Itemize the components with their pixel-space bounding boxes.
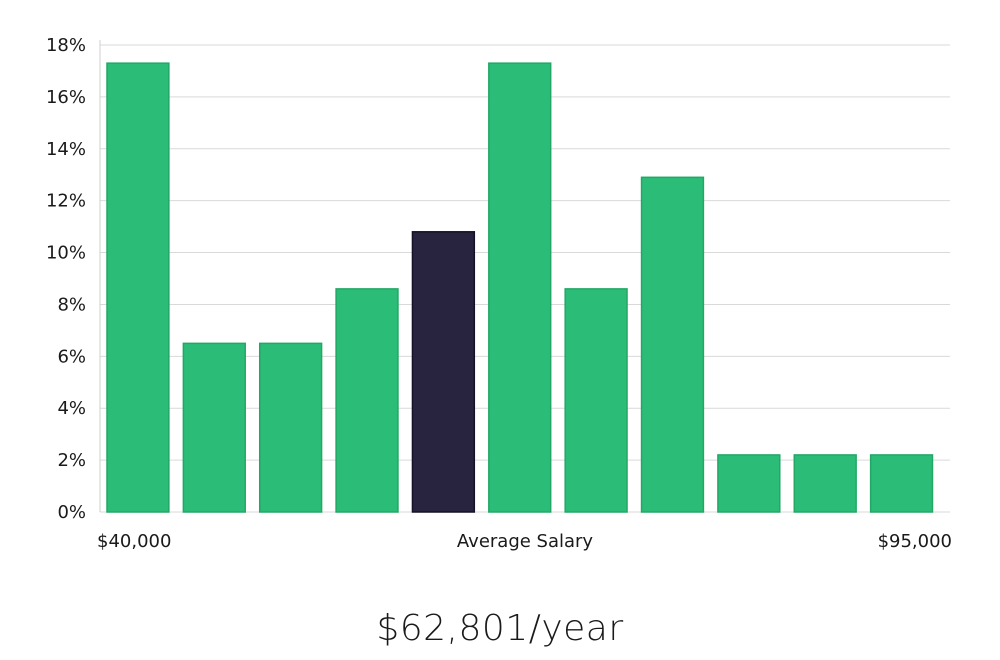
bar-average-salary bbox=[411, 231, 476, 513]
y-tick-label: 16% bbox=[46, 87, 86, 108]
y-axis-tick-labels: 0% 2% 4% 6% 8% 10% 12% 14% 16% 18% bbox=[46, 35, 86, 523]
x-axis-center-label: Average Salary bbox=[457, 531, 594, 552]
y-tick-label: 2% bbox=[57, 450, 86, 471]
bar bbox=[106, 62, 170, 513]
y-tick-label: 0% bbox=[57, 502, 86, 523]
bar bbox=[564, 288, 628, 513]
bar bbox=[640, 176, 705, 513]
bar bbox=[258, 342, 323, 513]
average-salary-value: $62,801/year bbox=[376, 608, 624, 649]
bar bbox=[182, 342, 246, 513]
x-axis-max-label: $95,000 bbox=[878, 531, 952, 552]
bar bbox=[717, 454, 781, 513]
y-tick-label: 14% bbox=[46, 139, 86, 160]
bar bbox=[335, 288, 399, 513]
y-tick-label: 6% bbox=[57, 346, 86, 367]
y-tick-label: 8% bbox=[57, 294, 86, 315]
bar bbox=[869, 454, 934, 513]
bars bbox=[106, 62, 934, 513]
x-axis-min-label: $40,000 bbox=[97, 531, 171, 552]
y-tick-label: 12% bbox=[46, 191, 86, 212]
bar bbox=[488, 62, 552, 513]
y-tick-label: 4% bbox=[57, 398, 86, 419]
y-tick-label: 18% bbox=[46, 35, 86, 56]
bar bbox=[793, 454, 857, 513]
salary-histogram-chart: 0% 2% 4% 6% 8% 10% 12% 14% 16% 18% $40,000 Averag… bbox=[46, 35, 952, 552]
y-tick-label: 10% bbox=[46, 243, 86, 264]
